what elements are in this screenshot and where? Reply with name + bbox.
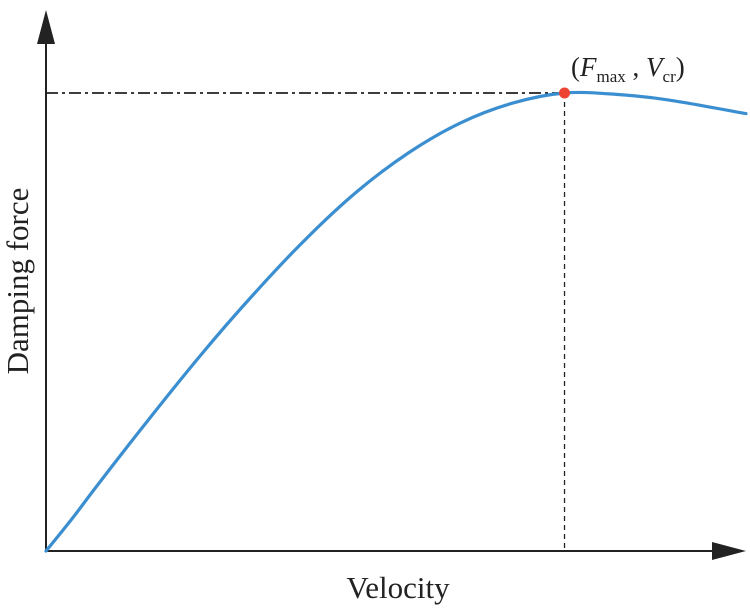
series-line-0 [44,90,748,553]
y-axis-label: Damping force [0,188,35,375]
x-axis-arrowhead [712,542,746,560]
guide-lines [46,92,566,551]
highlight-layer [559,87,571,99]
max-point-label: (Fmax , Vcr) [571,52,685,86]
max-point-marker [559,87,571,99]
axes [37,10,746,560]
y-axis-arrowhead [37,10,55,44]
x-axis-label: Velocity [346,570,450,605]
series-layer [44,90,748,553]
